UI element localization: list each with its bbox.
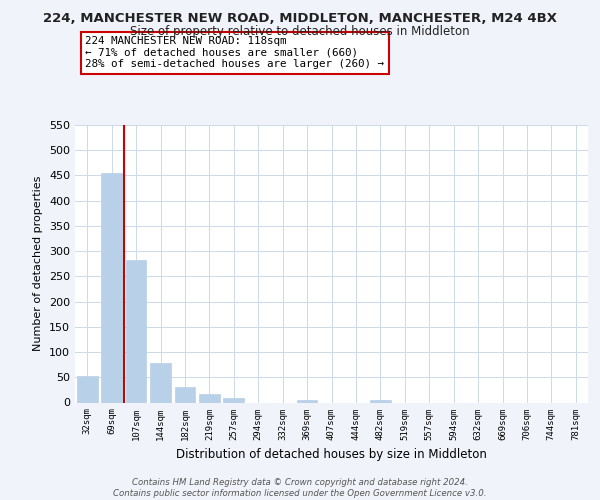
Bar	[175, 387, 196, 402]
Text: 224 MANCHESTER NEW ROAD: 118sqm
← 71% of detached houses are smaller (660)
28% o: 224 MANCHESTER NEW ROAD: 118sqm ← 71% of…	[85, 36, 384, 70]
Bar	[125, 260, 146, 402]
Bar	[101, 173, 122, 402]
Bar	[199, 394, 220, 402]
Text: 224, MANCHESTER NEW ROAD, MIDDLETON, MANCHESTER, M24 4BX: 224, MANCHESTER NEW ROAD, MIDDLETON, MAN…	[43, 12, 557, 26]
Text: Size of property relative to detached houses in Middleton: Size of property relative to detached ho…	[130, 25, 470, 38]
X-axis label: Distribution of detached houses by size in Middleton: Distribution of detached houses by size …	[176, 448, 487, 461]
Bar	[150, 363, 171, 403]
Bar	[77, 376, 98, 402]
Bar	[296, 400, 317, 402]
Text: Contains HM Land Registry data © Crown copyright and database right 2024.
Contai: Contains HM Land Registry data © Crown c…	[113, 478, 487, 498]
Bar	[370, 400, 391, 402]
Y-axis label: Number of detached properties: Number of detached properties	[34, 176, 43, 352]
Bar	[223, 398, 244, 402]
